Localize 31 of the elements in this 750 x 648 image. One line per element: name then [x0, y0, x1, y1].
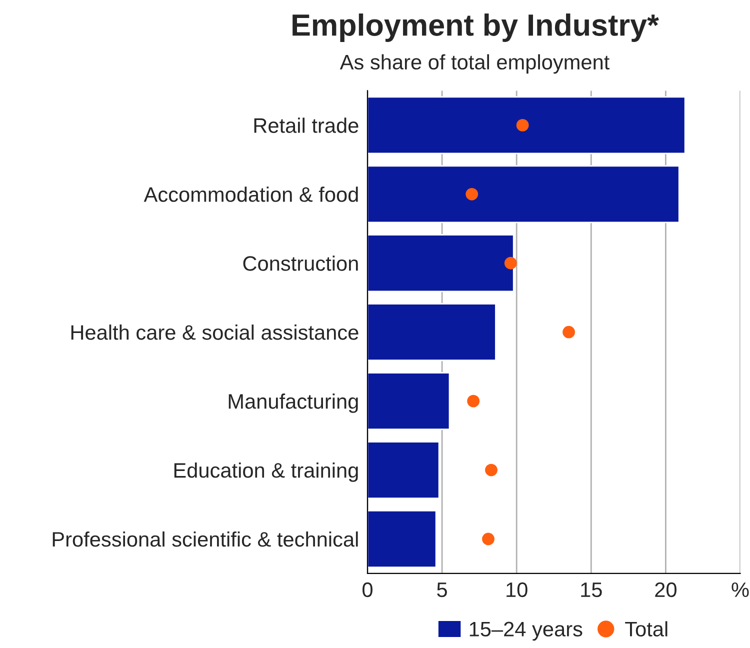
point — [516, 118, 529, 132]
point — [482, 532, 494, 546]
y-tick-label: Professional scientific & technical — [52, 531, 358, 547]
bar — [368, 510, 437, 568]
chart-title: Employment by Industry* — [292, 13, 659, 42]
legend-label: Total — [625, 621, 668, 636]
y-tick-label: Manufacturing — [228, 394, 358, 413]
bar — [368, 96, 686, 154]
y-tick-label: Accommodation & food — [144, 186, 358, 202]
point — [485, 464, 498, 476]
y-tick-label: Retail trade — [254, 118, 358, 133]
bar — [368, 165, 680, 224]
legend-label: 15–24 years — [470, 622, 582, 641]
bar — [368, 372, 450, 430]
bar — [368, 234, 514, 292]
x-tick-label: 15 — [581, 582, 602, 598]
x-tick-label: 10 — [506, 582, 528, 598]
y-tick-label: Education & training — [174, 462, 358, 482]
y-tick-label: Construction — [243, 256, 358, 271]
point — [562, 326, 575, 338]
x-tick-label: 0 — [362, 582, 372, 598]
point — [467, 394, 480, 408]
y-tick-label: Health care & social assistance — [71, 324, 358, 340]
x-tick-label: % — [732, 582, 749, 598]
bar — [368, 441, 440, 499]
chart-subtitle: As share of total employment — [340, 54, 610, 74]
bar — [368, 303, 496, 362]
x-tick-label: 20 — [655, 582, 676, 598]
x-tick-label: 5 — [437, 582, 447, 598]
point — [466, 188, 478, 200]
point — [504, 256, 517, 270]
